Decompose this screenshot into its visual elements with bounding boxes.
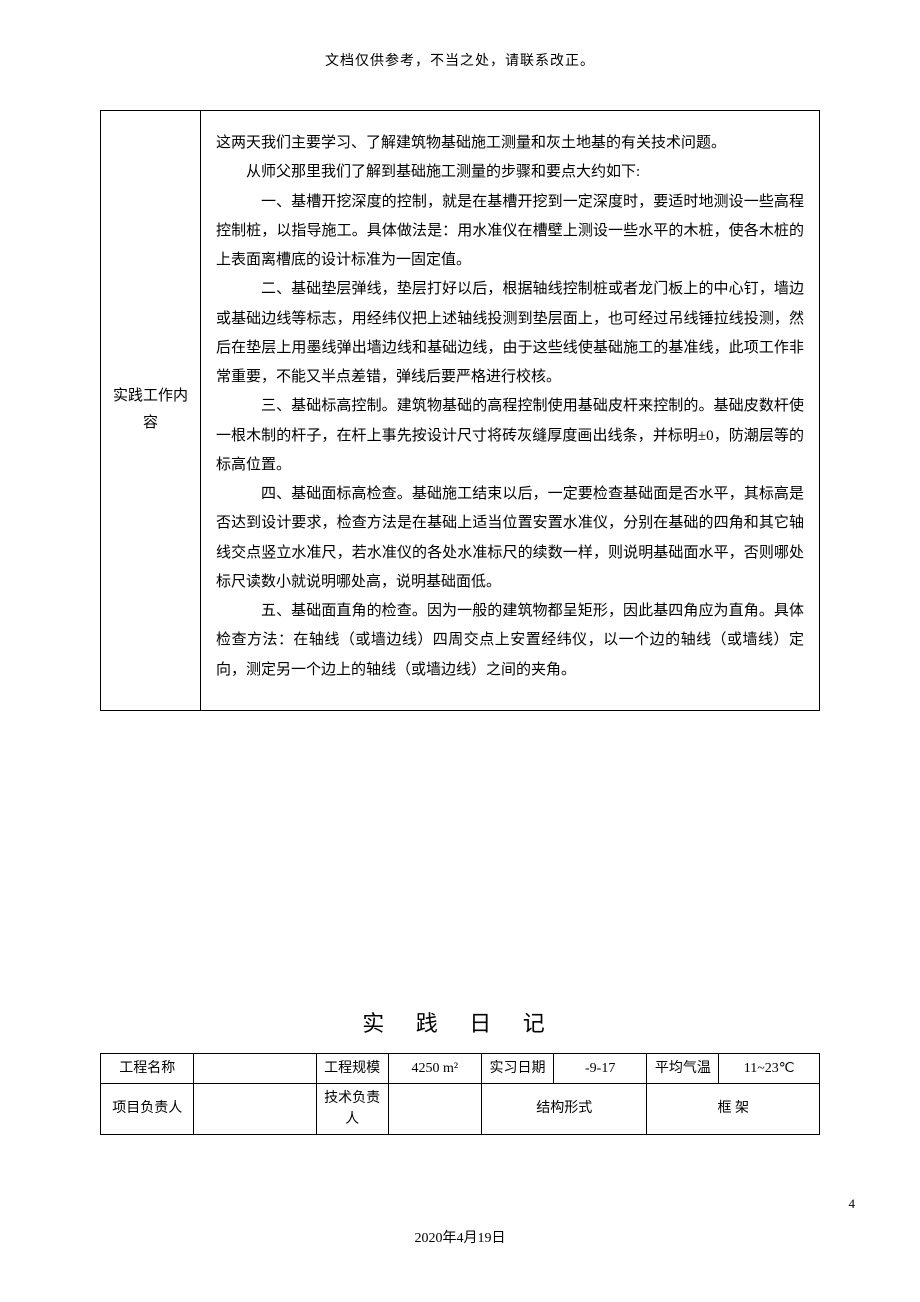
main-table-label: 实践工作内容 xyxy=(101,111,201,711)
info-table-row1: 工程名称 工程规模 4250 m² 实习日期 -9-17 平均气温 11~23℃ xyxy=(101,1053,820,1083)
cell-structure-value: 框 架 xyxy=(647,1083,820,1134)
section-title: 实 践 日 记 xyxy=(100,1006,820,1038)
cell-pm-label: 项目负责人 xyxy=(101,1083,194,1134)
paragraph-5: 五、基础面直角的检查。因为一般的建筑物都呈矩形，因此基四角应为直角。具体检查方法… xyxy=(216,597,804,685)
paragraph-2: 二、基础垫层弹线，垫层打好以后，根据轴线控制桩或者龙门板上的中心钉，墙边或基础边… xyxy=(216,275,804,392)
info-table-row2: 项目负责人 技术负责人 结构形式 框 架 xyxy=(101,1083,820,1134)
info-table: 工程名称 工程规模 4250 m² 实习日期 -9-17 平均气温 11~23℃… xyxy=(100,1053,820,1135)
cell-structure-label: 结构形式 xyxy=(482,1083,647,1134)
header-note: 文档仅供参考，不当之处，请联系改正。 xyxy=(100,50,820,70)
paragraph-3: 三、基础标高控制。建筑物基础的高程控制使用基础皮杆来控制的。基础皮数杆使一根木制… xyxy=(216,392,804,480)
cell-temp-value: 11~23℃ xyxy=(719,1053,820,1083)
cell-temp-label: 平均气温 xyxy=(647,1053,719,1083)
cell-tech-value xyxy=(388,1083,481,1134)
paragraph-1: 一、基槽开挖深度的控制，就是在基槽开挖到一定深度时，要适时地测设一些高程控制桩，… xyxy=(216,188,804,276)
paragraph-4: 四、基础面标高检查。基础施工结束以后，一定要检查基础面是否水平，其标高是否达到设… xyxy=(216,480,804,597)
page-number: 4 xyxy=(849,1196,856,1212)
cell-scale-label: 工程规模 xyxy=(316,1053,388,1083)
cell-project-name-value xyxy=(194,1053,316,1083)
cell-tech-label: 技术负责人 xyxy=(316,1083,388,1134)
cell-scale-value: 4250 m² xyxy=(388,1053,481,1083)
paragraph-sub: 从师父那里我们了解到基础施工测量的步骤和要点大约如下: xyxy=(216,158,804,187)
cell-pm-value xyxy=(194,1083,316,1134)
cell-date-value: -9-17 xyxy=(553,1053,646,1083)
cell-date-label: 实习日期 xyxy=(482,1053,554,1083)
cell-project-name-label: 工程名称 xyxy=(101,1053,194,1083)
paragraph-intro: 这两天我们主要学习、了解建筑物基础施工测量和灰土地基的有关技术问题。 xyxy=(216,129,804,158)
main-table-content: 这两天我们主要学习、了解建筑物基础施工测量和灰土地基的有关技术问题。 从师父那里… xyxy=(201,111,820,711)
footer-date: 2020年4月19日 xyxy=(0,1227,920,1247)
main-content-table: 实践工作内容 这两天我们主要学习、了解建筑物基础施工测量和灰土地基的有关技术问题… xyxy=(100,110,820,711)
